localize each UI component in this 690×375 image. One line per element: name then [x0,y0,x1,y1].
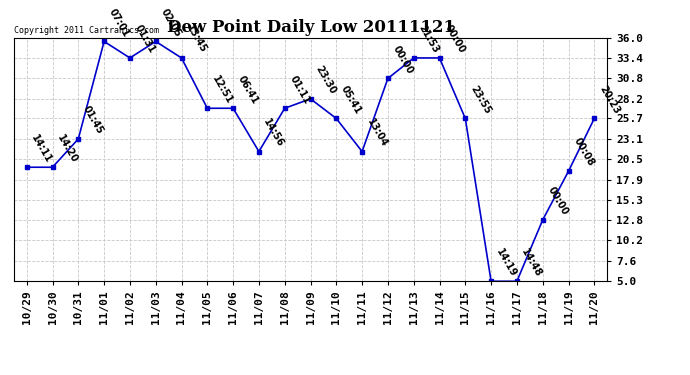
Text: 14:20: 14:20 [55,133,79,165]
Text: 07:01: 07:01 [107,7,131,39]
Text: 01:45: 01:45 [81,104,106,136]
Text: 00:08: 00:08 [571,136,595,168]
Text: 00:00: 00:00 [391,44,415,76]
Text: 01:11: 01:11 [288,74,312,105]
Text: Copyright 2011 Cartranics.com: Copyright 2011 Cartranics.com [14,26,159,35]
Text: 21:53: 21:53 [417,23,441,55]
Text: 14:48: 14:48 [520,246,544,279]
Text: 02:05: 02:05 [159,7,183,39]
Text: 05:41: 05:41 [339,84,363,116]
Text: 23:30: 23:30 [313,64,337,96]
Text: 00:00: 00:00 [442,23,466,55]
Text: 23:55: 23:55 [468,84,492,116]
Text: 14:11: 14:11 [30,133,54,165]
Text: 06:41: 06:41 [236,74,260,105]
Text: 14:56: 14:56 [262,117,286,149]
Text: 01:31: 01:31 [132,23,157,55]
Text: 13:04: 13:04 [365,117,389,149]
Text: 13:45: 13:45 [184,23,208,55]
Text: 20:23: 20:23 [597,84,621,116]
Text: 14:19: 14:19 [494,247,518,279]
Title: Dew Point Daily Low 20111121: Dew Point Daily Low 20111121 [166,19,455,36]
Text: 12:51: 12:51 [210,74,234,105]
Text: 00:00: 00:00 [546,185,570,217]
